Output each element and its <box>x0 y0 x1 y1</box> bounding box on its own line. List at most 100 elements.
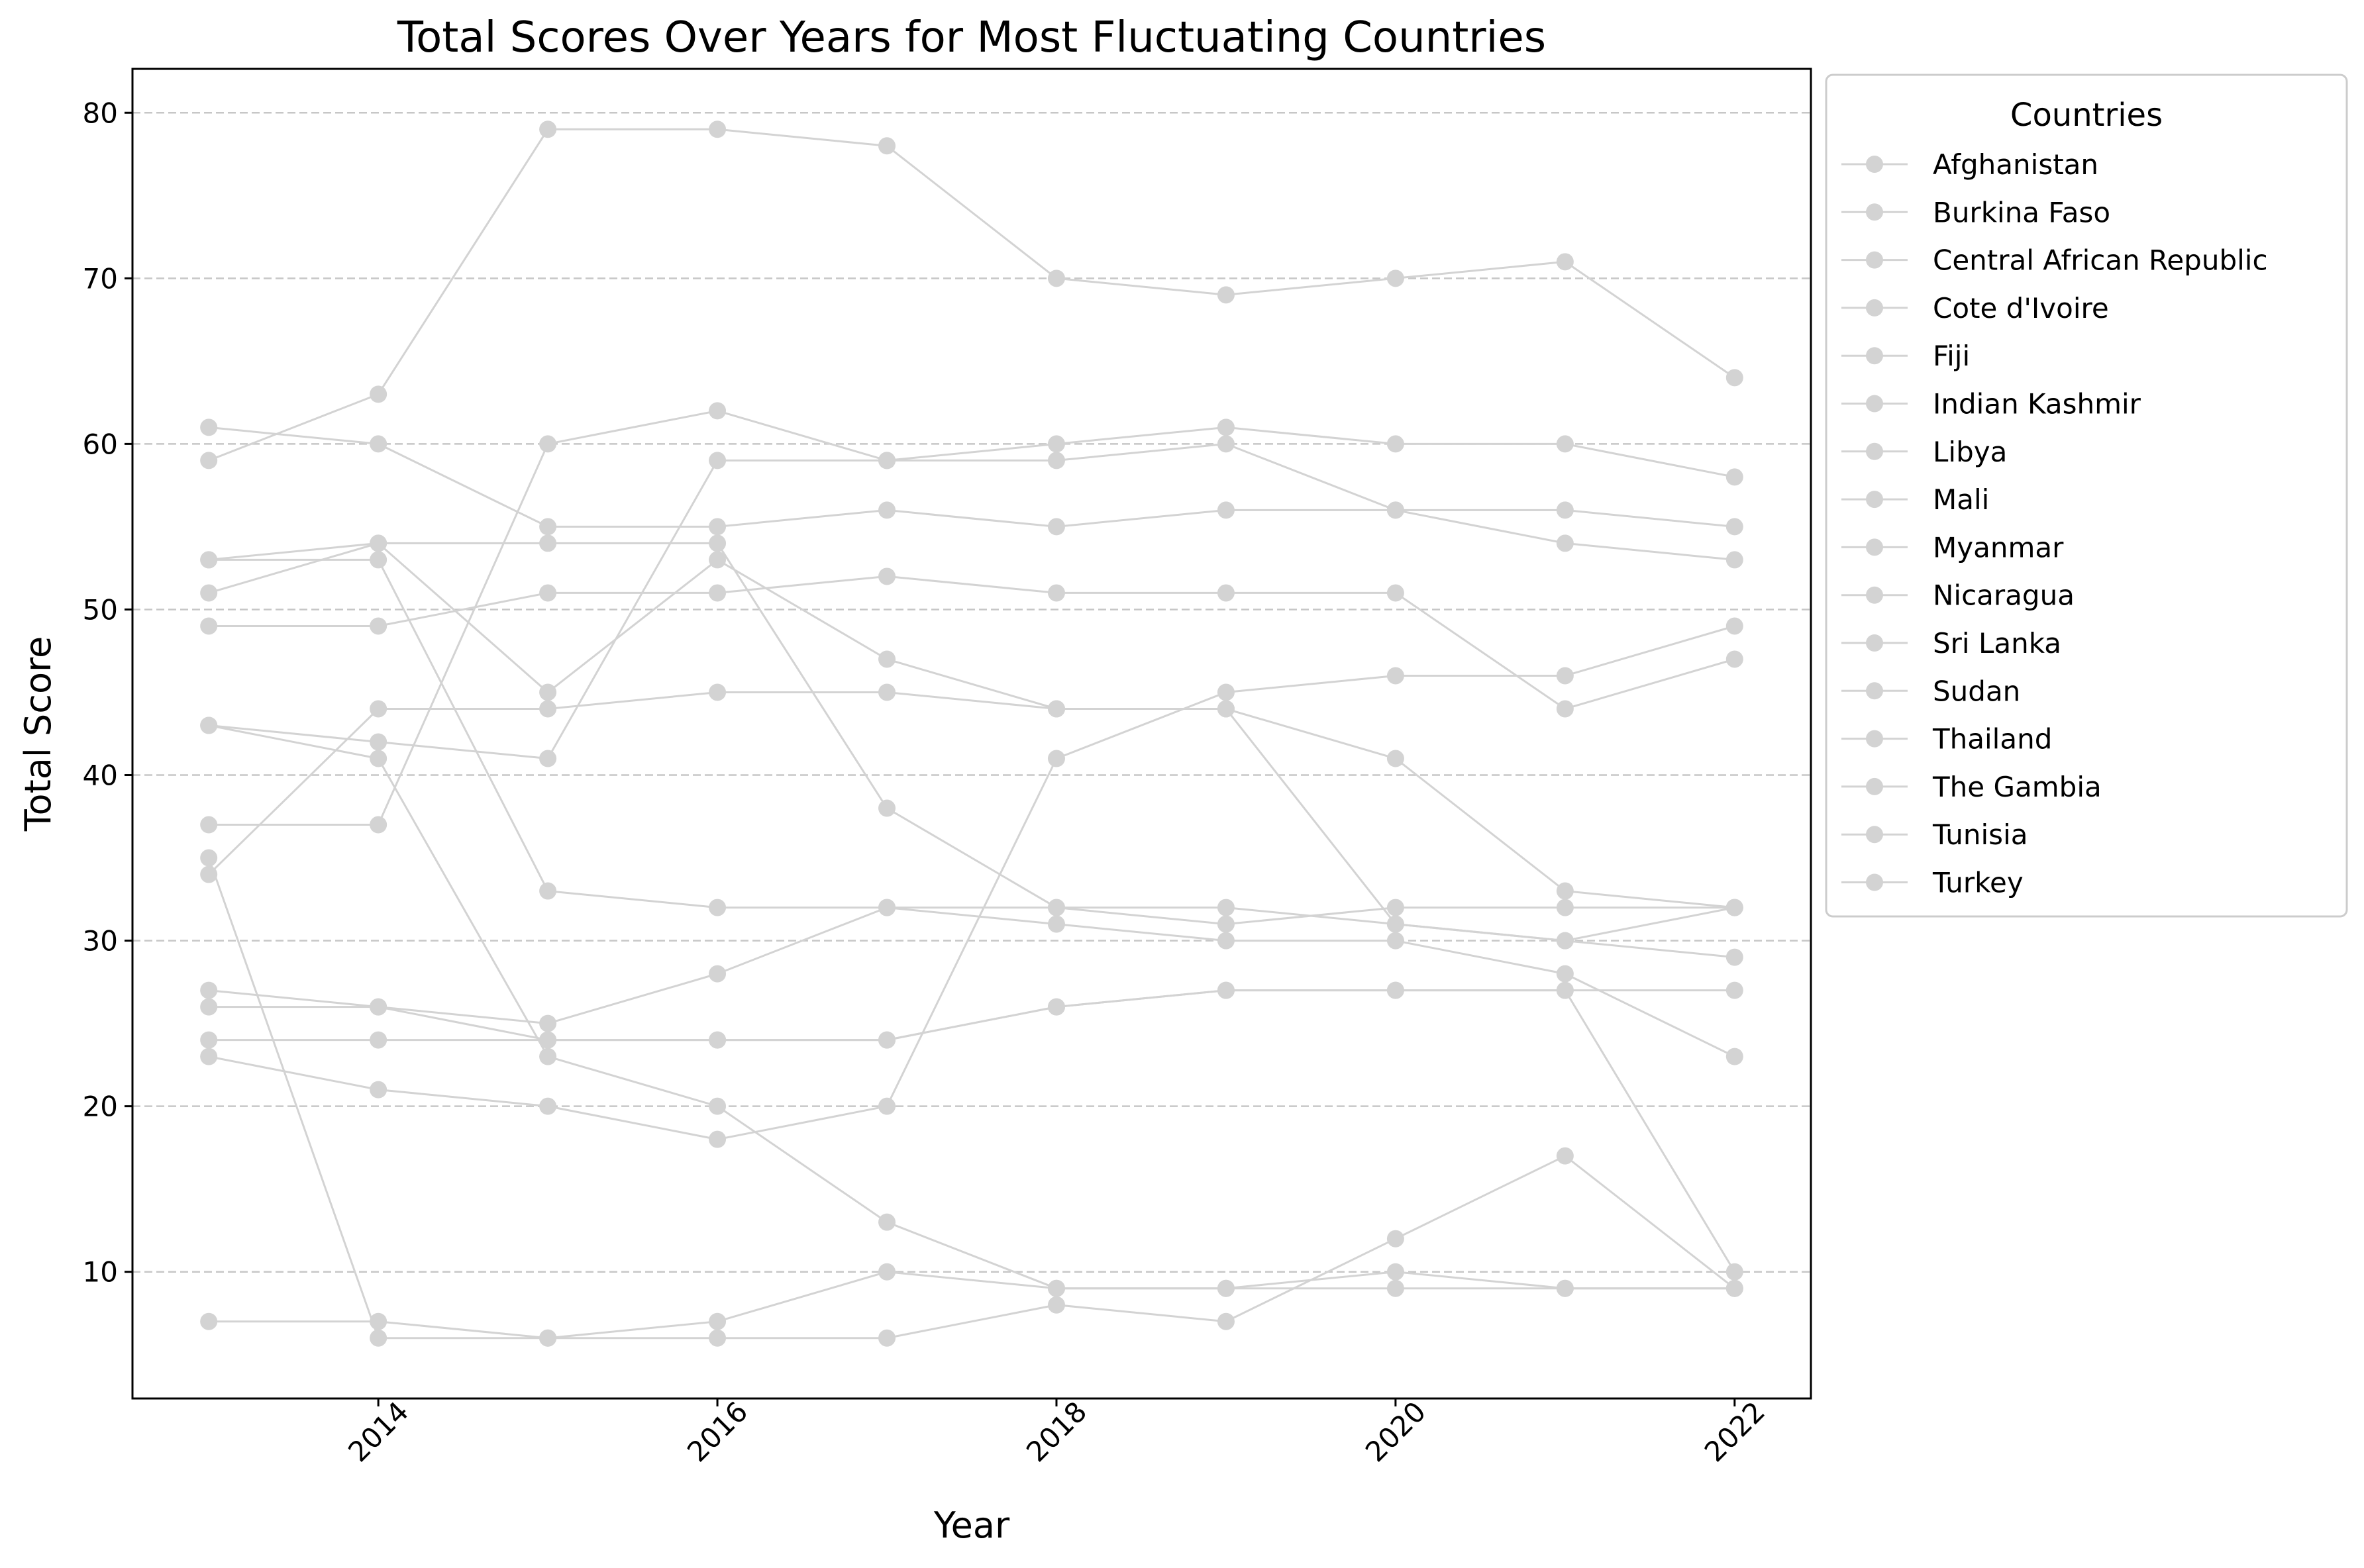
legend-item: Mali <box>1841 483 1989 516</box>
data-point-cote-d-ivoire <box>878 683 896 701</box>
legend-label: Tunisia <box>1932 818 2028 851</box>
data-point-indian-kashmir <box>200 617 218 635</box>
plot-frame <box>131 68 1812 1400</box>
data-point-nicaragua <box>1217 932 1235 950</box>
series-line-myanmar <box>207 858 1735 1340</box>
data-point-turkey <box>1386 501 1404 519</box>
legend-label: Nicaragua <box>1933 579 2075 612</box>
data-point-sudan <box>1047 998 1065 1016</box>
legend-item: Fiji <box>1841 340 1970 372</box>
data-point-sri-lanka <box>200 816 218 834</box>
data-point-thailand <box>709 965 727 983</box>
data-point-libya <box>1386 1279 1404 1297</box>
legend-label: Mali <box>1933 483 1989 516</box>
data-point-myanmar <box>1217 1312 1235 1330</box>
data-point-the-gambia <box>370 534 387 552</box>
data-point-libya <box>709 1097 727 1115</box>
data-point-turkey <box>709 518 727 536</box>
data-point-the-gambia <box>1047 700 1065 718</box>
data-point-sri-lanka <box>878 452 896 469</box>
series-markers <box>200 121 1743 1347</box>
legend-item: The Gambia <box>1841 771 2102 803</box>
data-point-cote-d-ivoire <box>539 700 557 718</box>
data-point-tunisia <box>1217 286 1235 304</box>
data-point-mali <box>878 799 896 817</box>
data-point-fiji <box>709 1130 727 1148</box>
legend-item: Cote d'Ivoire <box>1841 292 2109 324</box>
legend-marker-swatch <box>1866 395 1883 413</box>
data-point-thailand <box>1217 915 1235 933</box>
legend-item: Thailand <box>1841 723 2052 756</box>
data-point-nicaragua <box>709 899 727 916</box>
data-point-fiji <box>370 1081 387 1099</box>
data-point-tunisia <box>539 121 557 138</box>
data-point-burkina-faso <box>1047 452 1065 469</box>
data-point-mali <box>1725 948 1743 966</box>
y-tick-label: 70 <box>83 262 118 295</box>
data-point-fiji <box>1556 667 1574 685</box>
data-point-nicaragua <box>1556 965 1574 983</box>
y-tick-label: 20 <box>83 1091 118 1123</box>
data-point-fiji <box>1047 750 1065 767</box>
legend-marker-swatch <box>1866 156 1883 173</box>
legend-marker-swatch <box>1866 299 1883 317</box>
data-point-central-african-republic <box>370 1312 387 1330</box>
data-point-tunisia <box>1386 270 1404 287</box>
data-point-myanmar <box>370 1329 387 1347</box>
data-point-fiji <box>1386 667 1404 685</box>
data-point-central-african-republic <box>200 1312 218 1330</box>
legend-label: The Gambia <box>1932 771 2102 803</box>
data-point-mali <box>709 534 727 552</box>
series-line-sudan <box>209 989 1735 1042</box>
legend-label: Afghanistan <box>1933 148 2098 181</box>
data-point-myanmar <box>709 1329 727 1347</box>
data-point-central-african-republic <box>878 1263 896 1281</box>
legend-label: Turkey <box>1932 867 2024 899</box>
legend-item: Indian Kashmir <box>1841 388 2141 420</box>
legend-box <box>1825 74 2348 918</box>
data-point-myanmar <box>1725 1279 1743 1297</box>
data-point-afghanistan <box>200 1031 218 1049</box>
data-point-turkey <box>1725 518 1743 536</box>
data-point-indian-kashmir <box>878 567 896 585</box>
data-point-indian-kashmir <box>1556 700 1574 718</box>
legend-label: Sudan <box>1933 675 2020 707</box>
legend-item: Tunisia <box>1841 818 2028 851</box>
data-point-turkey <box>370 435 387 453</box>
data-point-turkey <box>539 518 557 536</box>
data-point-myanmar <box>539 1329 557 1347</box>
legend-marker-swatch <box>1866 873 1883 891</box>
data-point-sudan <box>200 998 218 1016</box>
data-point-myanmar <box>1047 1296 1065 1314</box>
series-line-indian-kashmir <box>209 575 1735 710</box>
data-point-sri-lanka <box>1556 435 1574 453</box>
y-tick-label: 30 <box>83 925 118 957</box>
data-point-cote-d-ivoire <box>1386 750 1404 767</box>
legend-marker-swatch <box>1866 347 1883 365</box>
legend: Countries Afghanistan Burkina Faso Central… <box>1825 74 2348 918</box>
legend-item: Central African Republic <box>1841 244 2268 277</box>
legend-item: Libya <box>1841 436 2007 468</box>
legend-marker-swatch <box>1866 634 1883 652</box>
data-point-indian-kashmir <box>1047 584 1065 602</box>
data-point-central-african-republic <box>1386 1263 1404 1281</box>
data-point-burkina-faso <box>1725 551 1743 569</box>
data-point-the-gambia <box>539 683 557 701</box>
legend-marker-swatch <box>1866 538 1883 556</box>
series-lines <box>207 128 1736 1340</box>
data-point-burkina-faso <box>370 733 387 751</box>
data-point-nicaragua <box>539 882 557 900</box>
data-point-sudan <box>709 1031 727 1049</box>
data-point-sri-lanka <box>370 816 387 834</box>
y-axis-label: Total Score <box>17 636 59 832</box>
data-point-fiji <box>1725 617 1743 635</box>
data-point-tunisia <box>1047 270 1065 287</box>
legend-label: Fiji <box>1933 340 1970 372</box>
legend-marker-swatch <box>1866 491 1883 509</box>
data-point-the-gambia <box>878 650 896 668</box>
data-point-libya <box>539 1048 557 1065</box>
data-point-turkey <box>200 418 218 436</box>
data-point-turkey <box>1047 518 1065 536</box>
data-point-fiji <box>539 1097 557 1115</box>
